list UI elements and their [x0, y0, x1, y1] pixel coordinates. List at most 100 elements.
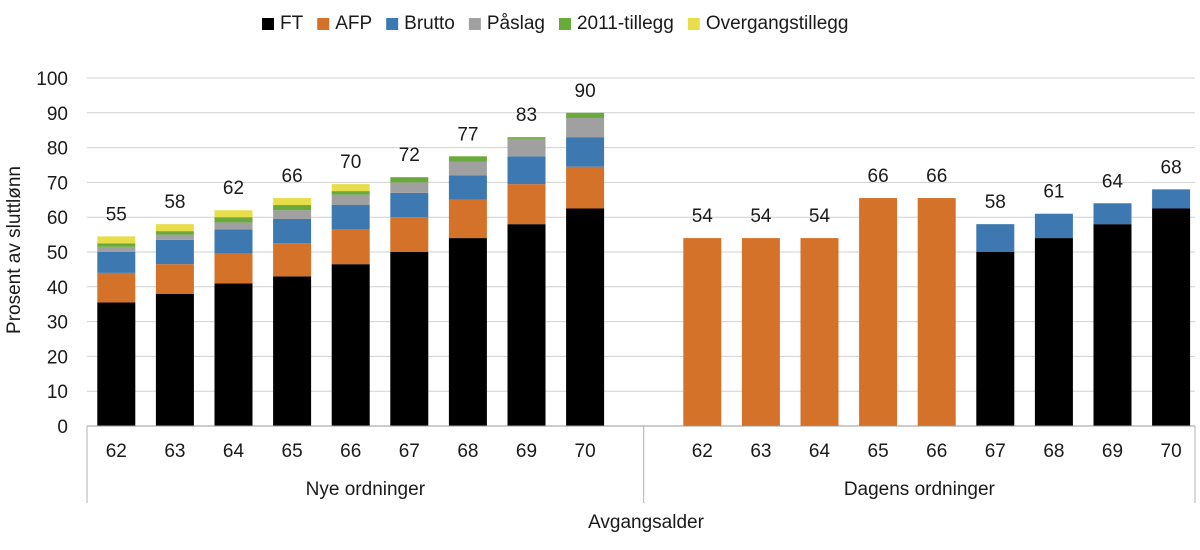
bar-segment-afp	[507, 184, 546, 225]
x-tick-label: 65	[868, 441, 889, 462]
bar-total-label: 66	[926, 166, 947, 187]
bar-segment-brutto	[566, 137, 605, 167]
bar-segment-overgangstillegg	[273, 198, 312, 206]
bar-segment-afp	[448, 199, 487, 239]
bar-segment-afp	[155, 264, 194, 294]
bar-segment-p-slag	[448, 161, 487, 176]
x-tick-label: 69	[1102, 441, 1123, 462]
bar-segment-2011-tillegg	[155, 231, 194, 235]
bar-segment-brutto	[1034, 213, 1073, 239]
x-tick-label: 65	[282, 441, 303, 462]
y-tick-label: 90	[47, 104, 68, 125]
bar-segment-brutto	[331, 205, 370, 230]
bar-segment-brutto	[976, 224, 1015, 252]
bar-segment-2011-tillegg	[97, 243, 136, 247]
y-tick-label: 100	[36, 69, 68, 90]
x-tick-label: 67	[399, 441, 420, 462]
bar-segment-afp	[331, 229, 370, 265]
bar-segment-afp	[566, 166, 605, 209]
bar-total-label: 58	[164, 192, 185, 213]
bar-segment-2011-tillegg	[214, 217, 253, 223]
y-tick-label: 50	[47, 243, 68, 264]
legend-swatch	[262, 18, 274, 30]
bar-total-label: 70	[340, 152, 361, 173]
bar-segment-ft	[390, 252, 429, 426]
bar-segment-ft	[273, 276, 312, 426]
legend-label: 2011-tillegg	[577, 13, 674, 34]
bar-segment-p-slag	[331, 194, 370, 206]
bar-total-label: 66	[282, 166, 303, 187]
bar-total-label: 90	[575, 81, 596, 102]
bar-segment-2011-tillegg	[448, 156, 487, 162]
bar-segment-2011-tillegg	[566, 112, 605, 119]
x-tick-label: 69	[516, 441, 537, 462]
x-tick-label: 68	[457, 441, 478, 462]
gridlines	[87, 77, 1195, 427]
bar-segment-ft	[507, 224, 546, 426]
bar-total-label: 83	[516, 105, 537, 126]
legend-label: Overgangstillegg	[706, 13, 849, 34]
x-tick-label: 70	[575, 441, 596, 462]
bar-segment-ft	[976, 252, 1015, 426]
bar-segment-afp	[683, 238, 722, 426]
x-tick-label: 67	[985, 441, 1006, 462]
bar-segment-afp	[214, 253, 253, 284]
bar-segment-brutto	[97, 252, 136, 273]
bar-segment-brutto	[390, 192, 429, 218]
legend: FT AFP Brutto Påslag 2011-tillegg Overgangsti…	[262, 13, 848, 34]
y-tick-label: 70	[47, 173, 68, 194]
group-label: Nye ordninger	[306, 479, 426, 500]
x-axis-label: Avgangsalder	[588, 512, 705, 533]
x-axis: 62 63 64 65 66 67 68 69 70 62 63 64 65 66 67 68 69 70 Nye …	[86, 425, 1196, 503]
bar-segment-ft	[1152, 208, 1191, 426]
legend-swatch	[687, 18, 700, 30]
y-tick-label: 10	[47, 382, 68, 403]
bar-segment-ft	[214, 283, 253, 426]
bar-segment-ft	[155, 293, 194, 426]
bar-total-label: 68	[1161, 157, 1182, 178]
x-tick-label: 62	[692, 441, 713, 462]
bar-segment-brutto	[1093, 203, 1132, 225]
x-tick-label: 70	[1161, 441, 1182, 462]
x-tick-label: 66	[340, 441, 361, 462]
bar-segment-p-slag	[390, 182, 429, 193]
bar-segment-ft	[97, 302, 136, 426]
x-tick-label: 63	[164, 441, 185, 462]
y-tick-label: 80	[47, 139, 68, 160]
bar-segment-brutto	[507, 156, 546, 185]
bar-segment-overgangstillegg	[155, 224, 194, 232]
bar-total-label: 62	[223, 178, 244, 199]
bar-total-label: 54	[809, 206, 831, 227]
bar-segment-ft	[448, 238, 487, 426]
x-tick-label: 63	[750, 441, 771, 462]
legend-swatch	[468, 18, 481, 30]
bar-segment-afp	[800, 238, 839, 426]
bars: 55 58 62 66 70 72 77 83 90 54 54 54 66 66 58 61 64 68	[97, 81, 1191, 426]
bar-segment-brutto	[1152, 189, 1191, 209]
bar-segment-2011-tillegg	[331, 191, 370, 195]
y-tick-label: 30	[47, 313, 68, 334]
bar-segment-2011-tillegg	[507, 137, 546, 139]
bar-segment-afp	[859, 198, 898, 426]
bar-total-label: 77	[457, 124, 478, 145]
bar-segment-2011-tillegg	[390, 177, 429, 183]
legend-label: FT	[280, 13, 304, 34]
bar-total-label: 58	[985, 192, 1006, 213]
bar-total-label: 72	[399, 145, 420, 166]
group-label: Dagens ordninger	[844, 479, 996, 500]
bar-segment-ft	[566, 208, 605, 426]
legend-swatch	[558, 18, 571, 30]
bar-segment-2011-tillegg	[273, 205, 312, 211]
y-tick-label: 60	[47, 208, 68, 229]
legend-swatch	[317, 18, 330, 30]
bar-segment-p-slag	[273, 210, 312, 219]
bar-segment-brutto	[273, 218, 312, 244]
bar-segment-p-slag	[97, 246, 136, 252]
bar-segment-afp	[741, 238, 780, 426]
bar-segment-brutto	[155, 239, 194, 265]
bar-total-label: 61	[1043, 182, 1064, 203]
bar-segment-afp	[390, 217, 429, 252]
bar-segment-p-slag	[507, 138, 546, 157]
bar-segment-ft	[331, 264, 370, 426]
